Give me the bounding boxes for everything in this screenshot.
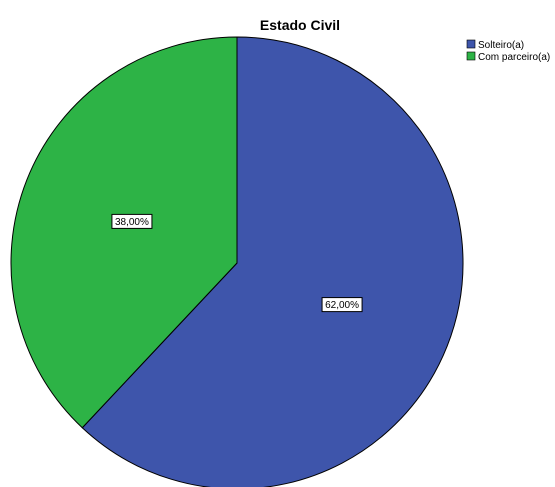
data-label-box (321, 297, 363, 313)
legend-label: Solteiro(a) (478, 40, 524, 51)
chart-title: Estado Civil (260, 17, 340, 33)
legend-swatch (466, 39, 476, 49)
legend-label: Com parceiro(a) (478, 52, 550, 63)
data-label-text: 38,00% (115, 217, 149, 228)
legend-item-2: Com parceiro(a) (466, 51, 550, 63)
pie-slice-1 (81, 36, 464, 487)
legend-swatch (466, 51, 476, 61)
data-label-box (111, 213, 153, 229)
data-label-text: 62,00% (325, 300, 359, 311)
legend-item-1: Solteiro(a) (466, 39, 524, 51)
pie-data-label-2: 38,00% (111, 213, 153, 229)
pie-data-label-1: 62,00% (321, 297, 363, 313)
chart-legend: Solteiro(a)Com parceiro(a) (466, 39, 550, 63)
pie-slice-2 (10, 36, 238, 429)
pie-data-labels: 62,00% 38,00% (111, 213, 363, 313)
pie-slices (10, 36, 464, 487)
